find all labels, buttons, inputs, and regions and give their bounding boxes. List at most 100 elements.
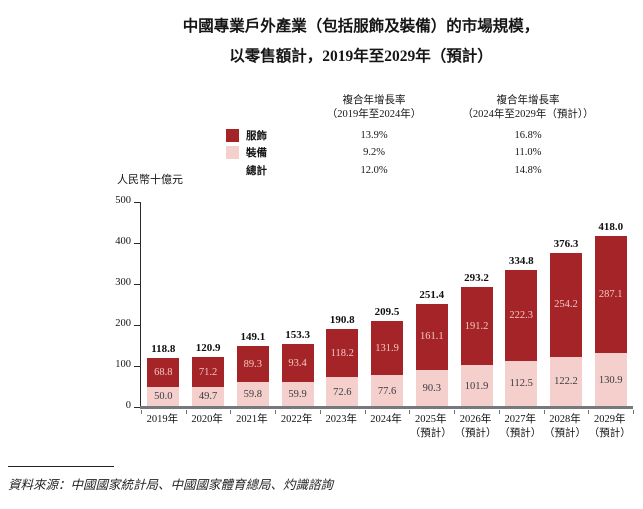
cagr-col2-header: 複合年增長率 （2024年至2029年（預計）） — [462, 95, 594, 120]
bar-segment-equipment: 130.9 — [594, 353, 627, 407]
y-tick-mark — [134, 324, 140, 326]
bar-total-label: 293.2 — [464, 271, 489, 284]
bar-segment-equipment: 101.9 — [460, 365, 493, 407]
x-tick-mark — [588, 410, 590, 414]
chart-title-line-2: 以零售額計，2019年至2029年（預計） — [229, 48, 493, 66]
y-tick-mark — [134, 406, 140, 408]
bar-total-label: 418.0 — [598, 220, 624, 233]
y-tick-mark — [134, 283, 140, 285]
cagr-table: 複合年增長率 （2019年至2024年） 複合年增長率 （2024年至2029年… — [226, 94, 614, 179]
chart-title: 中國專業戶外產業（包括服飾及裝備）的市場規模， 以零售額計，2019年至2029… — [83, 12, 639, 72]
x-axis-label: 2021年 — [236, 414, 268, 425]
x-tick-mark — [543, 410, 545, 414]
source-divider — [8, 466, 114, 467]
bar-group: 120.9 71.2 49.7 — [186, 202, 231, 407]
equipment-swatch-icon — [226, 146, 239, 160]
x-axis-label: 2024年 — [370, 414, 402, 425]
bar-total-label: 149.1 — [240, 330, 266, 343]
bar-segment-equipment: 72.6 — [326, 377, 359, 407]
cagr-total-2019-2024: 12.0% — [360, 164, 388, 176]
bar-group: 251.4 161.1 90.3 — [409, 202, 454, 407]
bar-segment-apparel: 68.8 — [147, 358, 180, 387]
x-axis-line — [140, 406, 633, 409]
legend-item-apparel: 服飾 — [226, 126, 306, 144]
y-tick-label: 100 — [115, 359, 131, 370]
y-tick-label: 300 — [115, 277, 131, 288]
y-tick-label: 200 — [115, 318, 131, 329]
cagr-total-2024-2029: 14.8% — [514, 164, 542, 176]
chart-title-line-1: 中國專業戶外產業（包括服飾及裝備）的市場規模， — [182, 18, 540, 35]
bar-segment-equipment: 112.5 — [505, 360, 538, 407]
cagr-col1-header: 複合年增長率 （2019年至2024年） — [326, 95, 422, 120]
bar-segment-apparel: 254.2 — [549, 252, 582, 357]
bar-total-label: 190.8 — [329, 313, 355, 326]
y-tick-label: 0 — [125, 400, 131, 411]
x-axis-label: 2029年 （預計） — [588, 414, 631, 440]
y-tick-mark — [134, 201, 140, 203]
bar-segment-equipment: 77.6 — [371, 375, 404, 407]
plot-area: 118.8 68.8 50.0 120.9 71.2 49.7 149.1 89.3 59.8 1… — [115, 195, 634, 414]
bar-total-label: 209.5 — [374, 306, 400, 319]
bar-segment-equipment: 59.9 — [281, 382, 314, 407]
apparel-swatch-icon — [226, 128, 239, 142]
bar-group: 190.8 118.2 72.6 — [320, 202, 365, 407]
x-tick-mark — [141, 410, 142, 414]
bars: 118.8 68.8 50.0 120.9 71.2 49.7 149.1 89.3 59.8 1… — [141, 202, 633, 407]
bar-segment-apparel: 118.2 — [326, 328, 359, 378]
cagr-equipment-2019-2024: 9.2% — [363, 147, 385, 159]
bar-total-label: 251.4 — [419, 288, 445, 301]
bar-segment-apparel: 161.1 — [415, 303, 448, 370]
y-tick-mark — [134, 242, 140, 244]
y-tick-mark — [134, 365, 140, 367]
cagr-equipment-2024-2029: 11.0% — [514, 147, 542, 159]
x-tick-mark — [498, 410, 500, 414]
bar-group: 334.8 222.3 112.5 — [499, 202, 544, 407]
legend-item-equipment: 裝備 — [226, 144, 306, 162]
cagr-apparel-2019-2024: 13.9% — [360, 129, 388, 141]
bar-total-label: 334.8 — [508, 254, 534, 267]
x-axis-label: 2028年 （預計） — [543, 414, 586, 440]
x-axis-label: 2020年 — [191, 414, 223, 425]
bar-group: 293.2 191.2 101.9 — [454, 202, 499, 407]
y-tick-label: 500 — [115, 195, 131, 206]
legend-item-total: 總計 — [246, 165, 267, 177]
y-tick-label: 400 — [115, 236, 131, 247]
bar-segment-apparel: 191.2 — [460, 286, 493, 366]
bar-segment-equipment: 90.3 — [415, 369, 448, 407]
x-tick-mark — [364, 410, 366, 414]
bar-segment-apparel: 89.3 — [236, 345, 269, 383]
bar-segment-equipment: 49.7 — [192, 386, 225, 407]
bar-group: 209.5 131.9 77.6 — [365, 202, 410, 407]
bar-group: 418.0 287.1 130.9 — [588, 202, 633, 407]
bar-segment-apparel: 131.9 — [371, 321, 404, 376]
x-tick-mark — [319, 410, 321, 414]
x-axis-label: 2025年 （預計） — [409, 414, 452, 440]
bar-segment-equipment: 50.0 — [147, 386, 180, 407]
bar-group: 153.3 93.4 59.9 — [275, 202, 320, 407]
x-tick-mark — [275, 410, 277, 414]
bar-segment-apparel: 93.4 — [281, 344, 314, 383]
x-tick-mark — [230, 410, 232, 414]
bar-total-label: 120.9 — [195, 342, 221, 355]
y-axis-unit-label: 人民幣十億元 — [117, 174, 183, 186]
bar-segment-equipment: 122.2 — [549, 356, 582, 407]
cagr-apparel-2024-2029: 16.8% — [514, 129, 542, 141]
x-tick-mark — [633, 410, 634, 414]
bar-group: 149.1 89.3 59.8 — [230, 202, 275, 407]
bar-segment-apparel: 287.1 — [594, 235, 627, 354]
x-axis-labels: 2019年 2020年 2021年 2022年 2023年 2024年 2025年 （預計） 2… — [140, 413, 632, 441]
bar-segment-equipment: 59.8 — [236, 382, 269, 407]
bar-group: 118.8 68.8 50.0 — [141, 202, 186, 407]
x-axis-label: 2027年 （預計） — [499, 414, 542, 440]
x-tick-mark — [409, 410, 411, 414]
x-axis-label: 2026年 （預計） — [454, 414, 497, 440]
x-axis-label: 2019年 — [146, 414, 179, 425]
bar-group: 376.3 254.2 122.2 — [544, 202, 589, 407]
x-axis-label: 2023年 — [325, 414, 358, 425]
bar-total-label: 376.3 — [553, 237, 579, 250]
bar-segment-apparel: 71.2 — [192, 357, 225, 387]
bar-total-label: 153.3 — [285, 329, 310, 342]
x-tick-mark — [454, 410, 456, 414]
bar-total-label: 118.8 — [151, 343, 176, 356]
